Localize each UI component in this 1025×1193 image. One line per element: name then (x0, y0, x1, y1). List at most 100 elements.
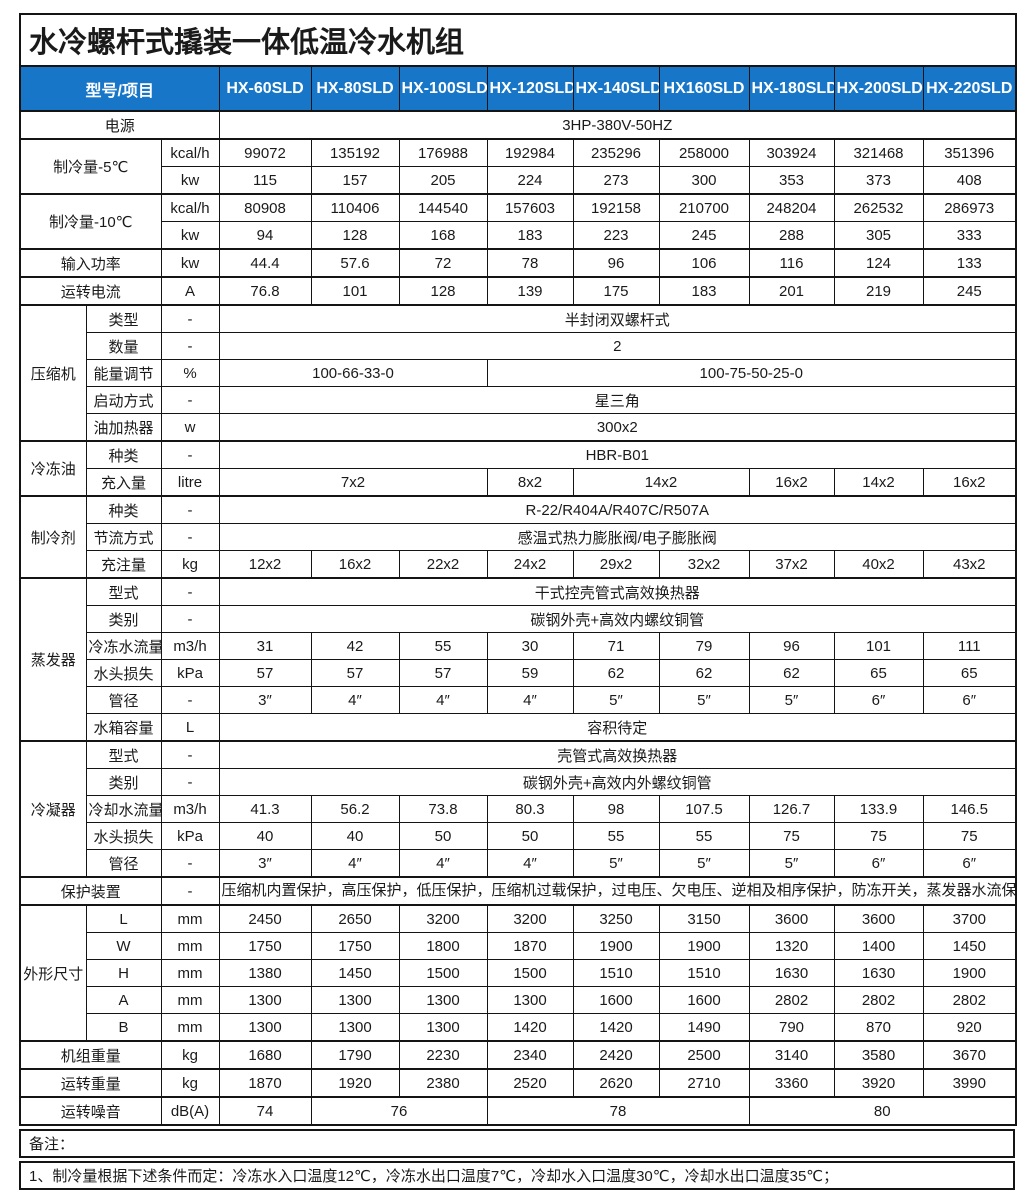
model-header-cell: HX-60SLD (218, 65, 312, 112)
value-cell: 1900 (922, 959, 1017, 987)
value-cell: 2650 (310, 904, 400, 933)
row-label-cell: - (160, 523, 220, 551)
spec-row: 水头损失 kPa 40 40 50 50 55 55 75 75 75 (20, 822, 1017, 850)
models-header-row: 型号/项目 HX-60SLD HX-80SLD HX-100SLD HX-120SLD… (19, 65, 1017, 112)
model-header-cell: HX-180SLD (748, 65, 835, 112)
spec-row: 充注量 kg 12x2 16x2 22x2 24x2 29x2 32x2 37x2 40x2 43x… (20, 550, 1017, 579)
value-cell: 139 (486, 276, 574, 306)
row-label-cell: - (160, 740, 220, 769)
value-cell: 1450 (922, 932, 1017, 960)
value-cell: 78 (486, 248, 574, 278)
value-cell: 57 (310, 659, 400, 687)
row-label-cell: 类别 (85, 768, 162, 796)
spec-row: 类别 - 碳钢外壳+高效内外螺纹铜管 (20, 768, 1017, 796)
value-cell: 235296 (572, 138, 660, 167)
value-cell: 14x2 (572, 468, 750, 497)
value-cell: 55 (398, 632, 488, 660)
spec-row: 管径 -3″ 4″ 4″ 4″ 5″ 5″ 5″ 6″ 6″ (20, 686, 1017, 714)
value-cell: 1630 (748, 959, 835, 987)
value-cell: 1750 (310, 932, 400, 960)
row-label-cell: 节流方式 (85, 523, 162, 551)
value-cell: 106 (658, 248, 750, 278)
value-cell: 219 (833, 276, 924, 306)
row-label-cell: 型式 (85, 577, 162, 606)
row-label-cell: 类型 (85, 304, 162, 333)
row-label-cell: mm (160, 904, 220, 933)
models-header-label: 型号/项目 (19, 65, 220, 112)
spec-row: 机组重量 kg 1680 1790 2230 2340 2420 2500 3140 3580 36… (19, 1040, 1017, 1070)
value-cell: 1600 (658, 986, 750, 1014)
value-cell: 1380 (218, 959, 312, 987)
value-cell: R-22/R404A/R407C/R507A (218, 495, 1017, 524)
value-cell: 31 (218, 632, 312, 660)
value-cell: 107.5 (658, 795, 750, 823)
value-cell: 300 (658, 166, 750, 195)
spec-row: 压缩机 类型 - 半封闭双螺杆式 (19, 304, 1017, 442)
value-cell: 2340 (486, 1040, 574, 1070)
row-label-cell: - (160, 605, 220, 633)
value-cell: 65 (922, 659, 1017, 687)
value-cell: 80908 (218, 193, 312, 222)
value-cell: 75 (748, 822, 835, 850)
row-label-cell: 充入量 (85, 468, 162, 497)
value-cell: 1300 (398, 986, 488, 1014)
value-cell: 1510 (658, 959, 750, 987)
value-cell: 4″ (398, 686, 488, 714)
value-cell: 183 (658, 276, 750, 306)
value-cell: 192158 (572, 193, 660, 222)
value-cell: 99072 (218, 138, 312, 167)
value-cell: 16x2 (922, 468, 1017, 497)
spec-table: 水冷螺杆式撬装一体低温冷水机组 型号/项目 HX-60SLD HX-80SLD HX… (19, 13, 1018, 1126)
value-cell: 1870 (486, 932, 574, 960)
value-cell: 101 (833, 632, 924, 660)
value-cell: 3200 (486, 904, 574, 933)
value-cell: HBR-B01 (218, 440, 1017, 469)
value-cell: 3600 (748, 904, 835, 933)
row-label-cell: kw (160, 248, 220, 278)
value-cell: 3670 (922, 1040, 1017, 1070)
row-label-cell: 能量调节 (85, 359, 162, 387)
value-cell: 1790 (310, 1040, 400, 1070)
value-cell: 2230 (398, 1040, 488, 1070)
row-label-cell: mm (160, 932, 220, 960)
spec-row: 充入量 litre 7x2 8x2 14x2 16x2 14x2 16x2 (20, 468, 1017, 497)
value-cell: 288 (748, 221, 835, 250)
value-cell: 14x2 (833, 468, 924, 497)
row-label-cell: 制冷剂 (19, 495, 87, 579)
value-cell: 183 (486, 221, 574, 250)
value-cell: 1300 (310, 986, 400, 1014)
value-cell: 6″ (833, 849, 924, 878)
value-cell: 1320 (748, 932, 835, 960)
value-cell: 29x2 (572, 550, 660, 579)
spec-row: 启动方式 - 星三角 (20, 386, 1017, 414)
value-cell: 373 (833, 166, 924, 195)
row-label-cell: - (160, 768, 220, 796)
value-cell: 258000 (658, 138, 750, 167)
row-label-cell: 种类 (85, 495, 162, 524)
note-item: 1、制冷量根据下述条件而定：冷冻水入口温度12℃，冷冻水出口温度7℃，冷却水入口… (19, 1161, 1015, 1190)
value-cell: 55 (572, 822, 660, 850)
row-label-cell: - (160, 849, 220, 878)
spec-row: 水头损失 kPa 57 57 57 59 62 62 62 65 65 (20, 659, 1017, 687)
value-cell: 94 (218, 221, 312, 250)
value-cell: 245 (658, 221, 750, 250)
spec-row: kw 94 128 168 183 223 245 288 305 333 (20, 221, 1017, 250)
value-cell: 40 (218, 822, 312, 850)
row-label-cell: - (160, 686, 220, 714)
value-cell: 100-66-33-0 (218, 359, 488, 387)
row-label-cell: 冷冻水流量 (85, 632, 162, 660)
value-cell: 2500 (658, 1040, 750, 1070)
row-label-cell: 数量 (85, 332, 162, 360)
value-cell: 1300 (218, 1013, 312, 1042)
model-header-cell: HX-200SLD (833, 65, 924, 112)
value-cell: 2520 (486, 1068, 574, 1098)
page-title: 水冷螺杆式撬装一体低温冷水机组 (19, 13, 1017, 67)
row-label-cell: L (160, 713, 220, 742)
row-label-cell: 运转电流 (19, 276, 162, 306)
row-label-cell: m3/h (160, 632, 220, 660)
value-cell: 容积待定 (218, 713, 1017, 742)
spec-row: 水箱容量 L 容积待定 (20, 713, 1017, 742)
value-cell: 1510 (572, 959, 660, 987)
row-label-cell: mm (160, 959, 220, 987)
